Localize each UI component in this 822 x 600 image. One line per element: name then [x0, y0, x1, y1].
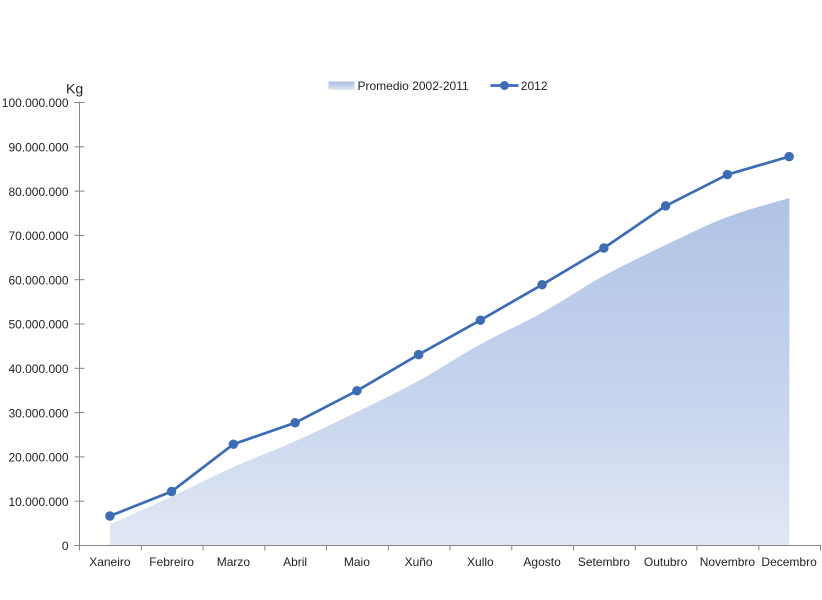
svg-text:Novembro: Novembro [700, 555, 756, 569]
svg-text:Xaneiro: Xaneiro [89, 555, 131, 569]
svg-text:Outubro: Outubro [644, 555, 688, 569]
svg-text:Setembro: Setembro [578, 555, 630, 569]
svg-text:90.000.000: 90.000.000 [8, 141, 68, 155]
svg-text:Maio: Maio [344, 555, 370, 569]
svg-text:Kg: Kg [66, 81, 83, 97]
svg-text:100.000.000: 100.000.000 [2, 96, 69, 110]
svg-text:Decembro: Decembro [761, 555, 817, 569]
svg-text:80.000.000: 80.000.000 [8, 185, 68, 199]
svg-text:70.000.000: 70.000.000 [8, 229, 68, 243]
svg-text:50.000.000: 50.000.000 [8, 318, 68, 332]
svg-text:2012: 2012 [521, 79, 548, 93]
svg-text:Xuño: Xuño [405, 555, 433, 569]
svg-text:Marzo: Marzo [217, 555, 251, 569]
svg-text:10.000.000: 10.000.000 [8, 495, 68, 509]
svg-text:Abril: Abril [283, 555, 307, 569]
svg-text:0: 0 [62, 539, 69, 553]
svg-text:Xullo: Xullo [467, 555, 494, 569]
svg-text:Febreiro: Febreiro [149, 555, 194, 569]
svg-text:60.000.000: 60.000.000 [8, 273, 68, 287]
svg-text:20.000.000: 20.000.000 [8, 451, 68, 465]
svg-text:Agosto: Agosto [523, 555, 561, 569]
svg-text:Promedio 2002-2011: Promedio 2002-2011 [358, 79, 470, 93]
svg-text:40.000.000: 40.000.000 [8, 362, 68, 376]
svg-text:30.000.000: 30.000.000 [8, 406, 68, 420]
